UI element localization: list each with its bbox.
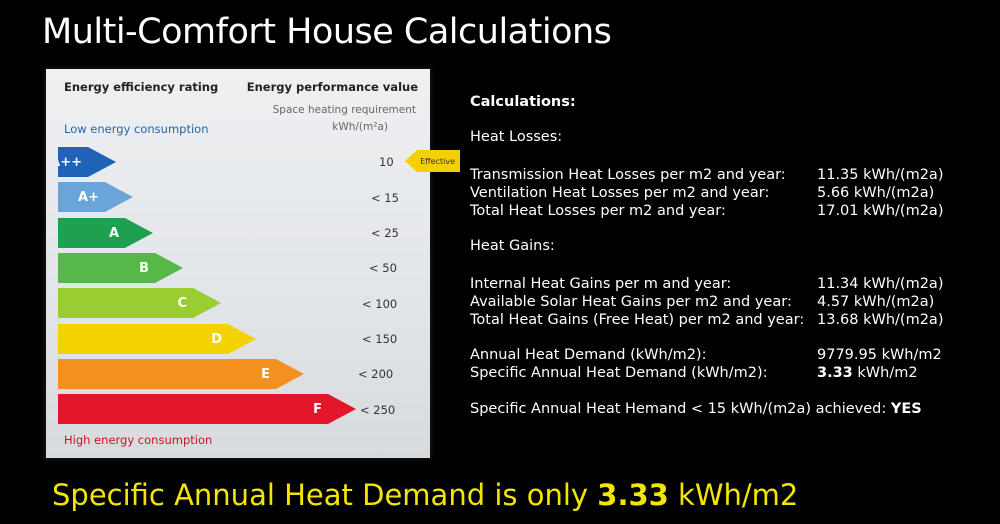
internal-gains-label: Internal Heat Gains per m and year:	[470, 276, 732, 292]
summary-banner: Specific Annual Heat Demand is only 3.33…	[52, 478, 799, 512]
total-gains-value: 13.68 kWh/(m2a)	[817, 312, 944, 328]
specific-heat-demand-label: Specific Annual Heat Demand (kWh/m2):	[470, 365, 768, 381]
rating-value-b: < 50	[369, 261, 397, 275]
rating-value-a-plus-plus: 10	[379, 155, 394, 169]
rating-bar-d: D	[58, 324, 256, 354]
total-gains-label: Total Heat Gains (Free Heat) per m2 and …	[470, 312, 805, 328]
space-heating-requirement-label: Space heating requirement	[272, 104, 416, 116]
ventilation-losses-label: Ventilation Heat Losses per m2 and year:	[470, 185, 770, 201]
transmission-losses-label: Transmission Heat Losses per m2 and year…	[470, 167, 786, 183]
calculations-heading: Calculations:	[470, 94, 576, 110]
rating-value-d: < 150	[362, 332, 398, 346]
total-losses-label: Total Heat Losses per m2 and year:	[470, 203, 726, 219]
rating-bar-f: F	[58, 394, 356, 424]
unit-label: kWh/(m²a)	[332, 121, 388, 133]
rating-value-e: < 200	[358, 367, 394, 381]
ventilation-losses-value: 5.66 kWh/(m2a)	[817, 185, 935, 201]
annual-heat-demand-value: 9779.95 kWh/m2	[817, 347, 942, 363]
high-energy-consumption-label: High energy consumption	[64, 433, 213, 447]
rating-value-f: < 250	[360, 403, 396, 417]
effective-marker-tag: Effective	[405, 150, 460, 172]
solar-gains-value: 4.57 kWh/(m2a)	[817, 294, 935, 310]
rating-bar-c: C	[58, 288, 221, 318]
low-energy-consumption-label: Low energy consumption	[64, 122, 209, 136]
transmission-losses-value: 11.35 kWh/(m2a)	[817, 167, 944, 183]
rating-value-a-plus: < 15	[371, 191, 399, 205]
rating-value-a: < 25	[371, 226, 399, 240]
rating-bar-e: E	[58, 359, 304, 389]
internal-gains-value: 11.34 kWh/(m2a)	[817, 276, 944, 292]
energy-label-panel: Energy efficiency rating Energy performa…	[46, 69, 430, 458]
rating-bar-a-plus-plus: A++	[58, 147, 116, 177]
page-title: Multi-Comfort House Calculations	[42, 12, 612, 52]
achievement-line: Specific Annual Heat Hemand < 15 kWh/(m2…	[470, 401, 922, 417]
energy-performance-value-heading: Energy performance value	[246, 80, 418, 94]
rating-bar-b: B	[58, 253, 183, 283]
specific-heat-demand-value: 3.33 kWh/m2	[817, 365, 918, 381]
total-losses-value: 17.01 kWh/(m2a)	[817, 203, 944, 219]
rating-bar-a: A	[58, 218, 153, 248]
rating-value-c: < 100	[362, 297, 398, 311]
annual-heat-demand-label: Annual Heat Demand (kWh/m2):	[470, 347, 707, 363]
heat-losses-heading: Heat Losses:	[470, 129, 563, 145]
heat-gains-heading: Heat Gains:	[470, 238, 555, 254]
solar-gains-label: Available Solar Heat Gains per m2 and ye…	[470, 294, 792, 310]
rating-bar-a-plus: A+	[58, 182, 133, 212]
energy-efficiency-rating-heading: Energy efficiency rating	[64, 80, 219, 94]
